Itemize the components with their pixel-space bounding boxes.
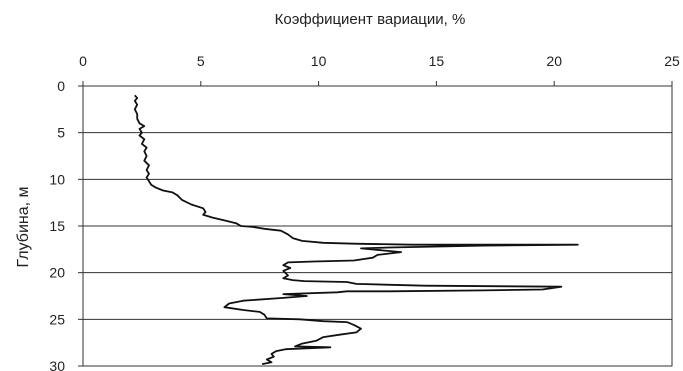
x-tick-labels: 0 5 10 15 20 25 (79, 53, 680, 69)
y-tick-labels: 0 5 10 15 20 25 30 (49, 78, 65, 371)
plot-frame (78, 81, 673, 367)
y-axis-label: Глубина, м (15, 186, 32, 267)
y-tick-label: 10 (49, 171, 65, 187)
y-tick-label: 15 (49, 218, 65, 234)
y-tick-label: 20 (49, 265, 65, 281)
chart-title: Коэффициент вариации, % (275, 11, 466, 28)
x-tick-label: 15 (429, 53, 445, 69)
x-tick-label: 20 (546, 53, 562, 69)
x-tick-label: 0 (79, 53, 87, 69)
series-line (133, 94, 579, 365)
x-tick-label: 25 (664, 53, 680, 69)
y-tick-label: 30 (49, 358, 65, 371)
y-tick-label: 25 (49, 311, 65, 327)
x-tick-label: 10 (311, 53, 327, 69)
y-tick-label: 0 (57, 78, 65, 94)
x-tick-label: 5 (197, 53, 205, 69)
gridlines (83, 132, 672, 320)
y-tick-label: 5 (57, 125, 65, 141)
